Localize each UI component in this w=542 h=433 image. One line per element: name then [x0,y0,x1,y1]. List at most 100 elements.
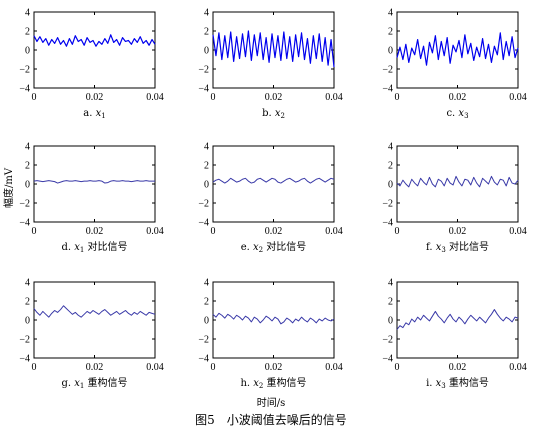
subplot-caption: e. x2 对比信号 [241,240,307,254]
y-tick-label: −4 [19,84,30,95]
y-tick-label: −4 [382,354,393,365]
subplot-c: 420−2−40 0.02 0.04c. x3 [382,8,526,121]
subplot-caption: b. x2 [262,108,285,120]
y-tick-label: 0 [388,46,393,57]
y-tick-label: 2 [388,161,393,172]
subplot-g: 420−2−40 0.02 0.04g. x1 重构信号 [19,278,163,391]
subplot-caption: d. x1 对比信号 [61,240,127,254]
series-line [33,305,156,318]
y-tick-label: −2 [19,335,30,346]
series-line [212,177,335,184]
plot-frame [33,281,156,359]
x-tick-label: 0.02 [86,92,104,103]
subplot-caption: h. x2 重构信号 [240,376,306,390]
y-tick-label: 2 [25,27,30,38]
x-tick-label: 0.02 [449,362,467,373]
subplot-caption: f. x3 对比信号 [426,240,489,254]
x-tick-label: 0.04 [325,92,343,103]
series-line [396,32,519,66]
y-tick-label: −2 [198,335,209,346]
subplot-a: 420−2−40 0.02 0.04a. x1 [19,8,163,121]
plot-frame [212,145,335,223]
subplot-caption: a. x1 [83,108,105,120]
x-tick-label: 0 [32,92,37,103]
x-tick-label: 0.04 [146,226,164,237]
x-tick-label: 0.02 [449,92,467,103]
y-tick-label: −2 [19,65,30,76]
y-axis-label: 幅度/mV [2,167,15,208]
y-tick-label: 2 [204,27,209,38]
y-tick-label: 2 [204,297,209,308]
y-tick-label: 2 [388,27,393,38]
y-tick-label: 4 [388,8,393,19]
y-tick-label: −4 [198,218,209,229]
x-tick-label: 0.02 [86,362,104,373]
subplot-i: 420−2−40 0.02 0.04i. x3 重构信号 [382,278,526,391]
x-axis-label: 时间/s [257,396,286,409]
x-tick-label: 0.02 [265,92,283,103]
subplot-e: 420−2−40 0.02 0.04e. x2 对比信号 [198,142,342,255]
y-tick-label: −2 [198,65,209,76]
x-tick-label: 0.04 [509,362,527,373]
y-tick-label: 2 [388,297,393,308]
y-tick-label: 0 [25,180,30,191]
y-tick-label: −2 [19,199,30,210]
plot-frame [33,145,156,223]
y-tick-label: 0 [204,46,209,57]
x-tick-label: 0.04 [325,226,343,237]
x-tick-label: 0 [32,226,37,237]
y-tick-label: −2 [382,65,393,76]
y-tick-label: 0 [25,46,30,57]
x-tick-label: 0.04 [509,92,527,103]
y-tick-label: −2 [198,199,209,210]
y-tick-label: −4 [382,218,393,229]
y-tick-label: 4 [25,278,30,289]
y-tick-label: 4 [204,142,209,153]
y-tick-label: −4 [19,354,30,365]
x-tick-label: 0.04 [146,362,164,373]
subplot-h: 420−2−40 0.02 0.04h. x2 重构信号 [198,278,342,391]
x-tick-label: 0 [32,362,37,373]
y-tick-label: −2 [382,199,393,210]
y-tick-label: 0 [388,316,393,327]
y-tick-label: 0 [25,316,30,327]
subplot-caption: c. x3 [446,108,468,120]
subplot-caption: g. x1 重构信号 [61,376,127,390]
x-tick-label: 0.04 [325,362,343,373]
y-tick-label: 4 [25,142,30,153]
y-tick-label: −2 [382,335,393,346]
x-tick-label: 0 [395,362,400,373]
x-tick-label: 0.02 [265,362,283,373]
y-tick-label: 0 [204,316,209,327]
series-line [33,34,156,47]
y-tick-label: −4 [19,218,30,229]
x-tick-label: 0.02 [265,226,283,237]
x-tick-label: 0 [211,226,216,237]
plot-frame [33,11,156,89]
x-tick-label: 0 [211,92,216,103]
series-line [396,175,519,188]
x-tick-label: 0.04 [146,92,164,103]
y-tick-label: 4 [25,8,30,19]
y-tick-label: 4 [388,278,393,289]
figure-title: 图5 小波阈值去噪后的信号 [195,412,347,427]
series-line [33,180,155,184]
x-tick-label: 0 [395,92,400,103]
subplot-d: 420−2−40 0.02 0.04d. x1 对比信号 [19,142,163,255]
x-tick-label: 0 [395,226,400,237]
series-line [212,30,335,68]
y-tick-label: −4 [198,354,209,365]
series-line [396,309,519,330]
x-tick-label: 0 [211,362,216,373]
plot-frame [212,281,335,359]
x-tick-label: 0.02 [449,226,467,237]
y-tick-label: 4 [388,142,393,153]
y-tick-label: −4 [198,84,209,95]
y-tick-label: 4 [204,8,209,19]
x-tick-label: 0.02 [86,226,104,237]
y-tick-label: 2 [204,161,209,172]
y-tick-label: 4 [204,278,209,289]
y-tick-label: 0 [204,180,209,191]
